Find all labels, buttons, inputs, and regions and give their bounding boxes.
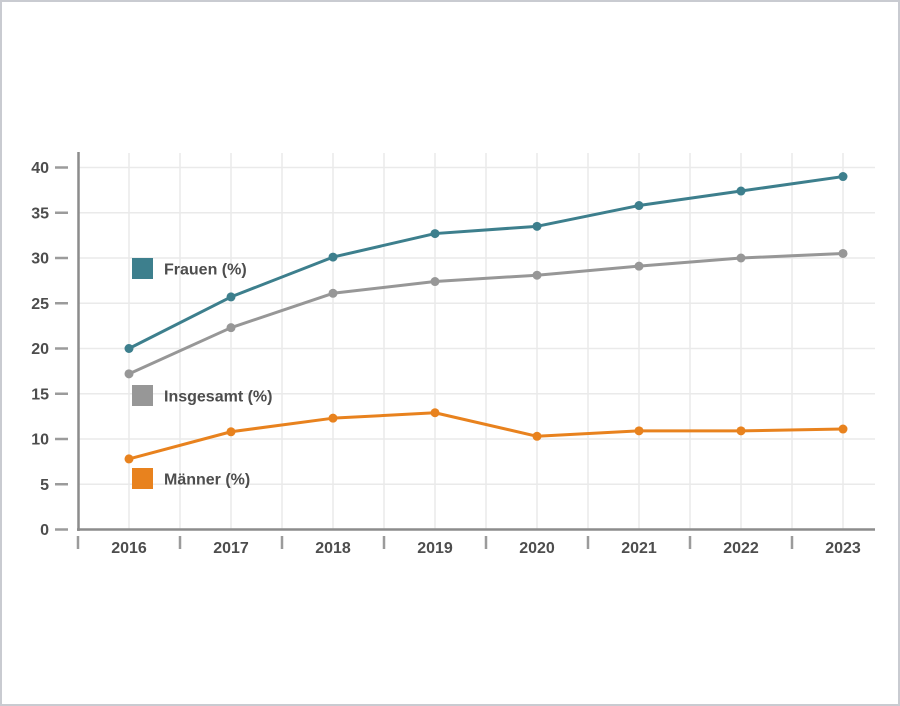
data-point-frauen	[736, 186, 746, 196]
data-point-frauen	[124, 344, 134, 353]
y-tick-label: 0	[40, 522, 49, 539]
x-tick-label: 2023	[825, 540, 861, 557]
data-point-maenner	[124, 454, 134, 464]
data-point-maenner	[736, 426, 746, 436]
legend-label-insgesamt: Insgesamt (%)	[164, 389, 272, 406]
data-point-maenner	[430, 408, 440, 418]
series-line-insgesamt	[127, 251, 845, 376]
x-tick-label: 2018	[315, 540, 351, 557]
data-point-insgesamt	[124, 369, 134, 379]
x-tick-label: 2017	[213, 540, 249, 557]
data-point-frauen	[226, 292, 236, 302]
x-tick-label: 2020	[519, 540, 555, 557]
y-tick-label: 25	[31, 296, 49, 313]
data-point-insgesamt	[532, 270, 542, 280]
x-tick-label: 2021	[621, 540, 657, 557]
data-point-maenner	[634, 426, 644, 436]
data-point-frauen	[328, 252, 338, 262]
y-tick-label: 20	[31, 341, 49, 358]
data-point-frauen	[430, 229, 440, 239]
series-line-maenner	[127, 411, 845, 461]
legend-swatch-frauen	[132, 258, 153, 279]
y-tick-label: 5	[40, 477, 49, 494]
y-tick-label: 15	[31, 386, 49, 403]
data-point-insgesamt	[328, 288, 338, 298]
data-point-insgesamt	[736, 253, 746, 263]
data-point-frauen	[838, 172, 848, 182]
y-tick-label: 30	[31, 251, 49, 268]
data-point-maenner	[838, 424, 848, 434]
legend-label-maenner: Männer (%)	[164, 472, 250, 489]
legend-swatch-maenner	[132, 468, 153, 489]
data-point-frauen	[634, 201, 644, 211]
y-tick-label: 40	[31, 160, 49, 177]
data-point-maenner	[328, 413, 338, 423]
data-point-frauen	[532, 221, 542, 231]
x-tick-label: 2016	[111, 540, 147, 557]
legend-swatch-insgesamt	[132, 385, 153, 406]
data-point-maenner	[532, 431, 542, 441]
data-point-insgesamt	[634, 261, 644, 271]
data-point-insgesamt	[838, 248, 848, 258]
x-tick-label: 2019	[417, 540, 453, 557]
y-tick-label: 35	[31, 205, 49, 222]
data-point-insgesamt	[430, 277, 440, 287]
data-point-insgesamt	[226, 323, 236, 333]
y-tick-label: 10	[31, 432, 49, 449]
series-line-frauen	[127, 175, 845, 350]
legend-label-frauen: Frauen (%)	[164, 262, 247, 279]
x-tick-label: 2022	[723, 540, 759, 557]
data-point-maenner	[226, 427, 236, 437]
